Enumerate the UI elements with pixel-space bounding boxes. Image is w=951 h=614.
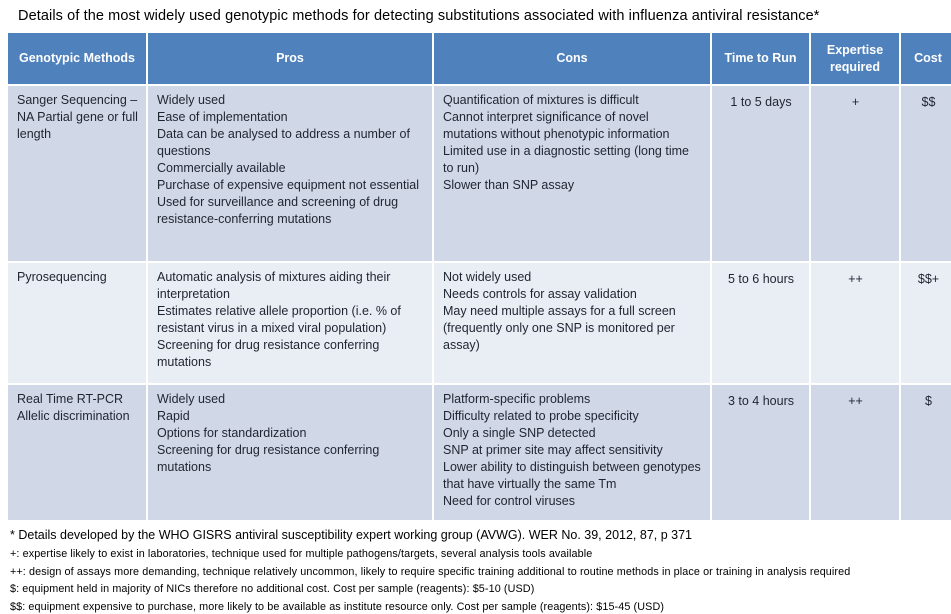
page-title: Details of the most widely used genotypi… [18, 8, 820, 24]
cell-cons: Platform-specific problems Difficulty re… [434, 385, 710, 520]
header-cost: Cost [901, 33, 951, 84]
footnote-cost-single-dollar: $: equipment held in majority of NICs th… [10, 583, 535, 595]
cell-cost: $$+ [901, 263, 951, 383]
cell-time-to-run: 3 to 4 hours [712, 385, 809, 520]
cell-cost: $ [901, 385, 951, 520]
header-time-to-run: Time to Run [712, 33, 809, 84]
footnote-expertise-plus-plus: ++: design of assays more demanding, tec… [10, 565, 851, 578]
cell-method: Real Time RT-PCR Allelic discrimination [8, 385, 146, 520]
footnotes-section: * Details developed by the WHO GISRS ant… [10, 528, 951, 613]
table-row-sanger-sequencing: Sanger Sequencing – NA Partial gene or f… [8, 86, 951, 261]
cell-expertise: ++ [811, 263, 899, 383]
footnote-expertise-plus: +: expertise likely to exist in laborato… [10, 548, 593, 560]
footnote-cost-double-dollar: $$: equipment expensive to purchase, mor… [10, 600, 665, 613]
cell-pros: Automatic analysis of mixtures aiding th… [148, 263, 432, 383]
cell-time-to-run: 1 to 5 days [712, 86, 809, 261]
cell-method: Pyrosequencing [8, 263, 146, 383]
cell-pros: Widely used Rapid Options for standardiz… [148, 385, 432, 520]
cell-expertise: + [811, 86, 899, 261]
cell-cons: Quantification of mixtures is difficult … [434, 86, 710, 261]
cell-expertise: ++ [811, 385, 899, 520]
table-header-row: Genotypic Methods Pros Cons Time to Run … [8, 33, 951, 84]
cell-pros: Widely used Ease of implementation Data … [148, 86, 432, 261]
header-expertise-required: Expertise required [811, 33, 899, 84]
footnote-source: * Details developed by the WHO GISRS ant… [10, 528, 693, 542]
genotypic-methods-table: Genotypic Methods Pros Cons Time to Run … [6, 31, 951, 522]
cell-cost: $$ [901, 86, 951, 261]
header-genotypic-methods: Genotypic Methods [8, 33, 146, 84]
header-cons: Cons [434, 33, 710, 84]
cell-cons: Not widely used Needs controls for assay… [434, 263, 710, 383]
cell-time-to-run: 5 to 6 hours [712, 263, 809, 383]
table-row-real-time-rt-pcr: Real Time RT-PCR Allelic discrimination … [8, 385, 951, 520]
cell-method: Sanger Sequencing – NA Partial gene or f… [8, 86, 146, 261]
table-row-pyrosequencing: Pyrosequencing Automatic analysis of mix… [8, 263, 951, 383]
header-pros: Pros [148, 33, 432, 84]
